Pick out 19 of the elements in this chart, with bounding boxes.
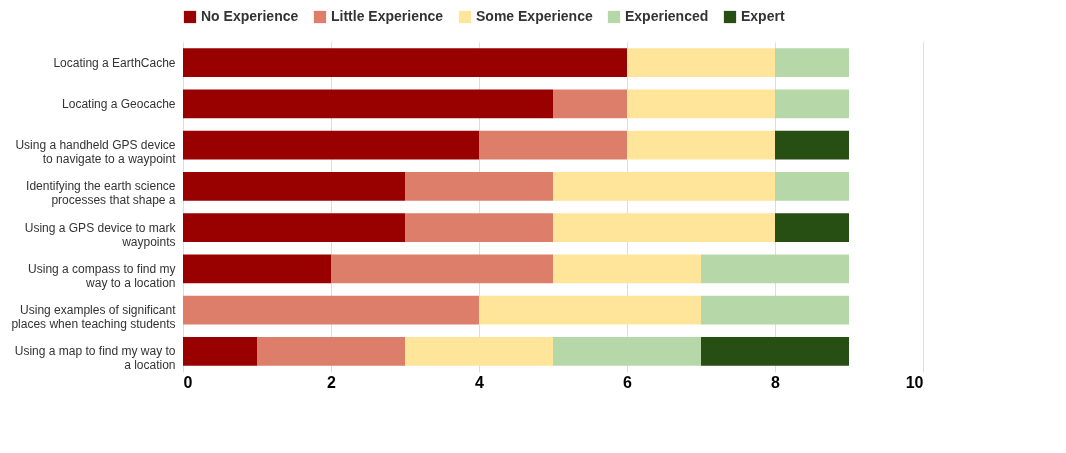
y-tick-label: Locating a EarthCache (53, 55, 176, 70)
y-tick-label: Locating a Geocache (62, 96, 176, 111)
y-tick-label: Using a handheld GPS device to navigate to a waypoint (15, 138, 177, 167)
x-tick-label: 4 (475, 373, 485, 391)
legend-label: Some Experience (476, 8, 593, 24)
x-tick-label: 0 (183, 373, 193, 391)
legend-label: Expert (741, 8, 785, 24)
x-tick-label: 6 (623, 373, 633, 391)
x-tick-label: 10 (905, 373, 924, 391)
legend-label: Little Experience (331, 8, 444, 24)
legend-label: Experienced (625, 8, 709, 24)
y-tick-label: Identifying the earth science processes that shape a (26, 179, 176, 208)
y-tick-label: Using a map to find my way to a location (14, 344, 176, 373)
y-tick-label: Using a GPS device to mark waypoints (24, 220, 177, 249)
legend-label: No Experience (201, 8, 299, 24)
y-tick-label: Using a compass to find my way to a location (28, 261, 176, 290)
y-tick-label: Using examples of significant places when teaching students (11, 303, 177, 332)
x-tick-label: 2 (327, 373, 337, 391)
x-tick-label: 8 (771, 373, 781, 391)
